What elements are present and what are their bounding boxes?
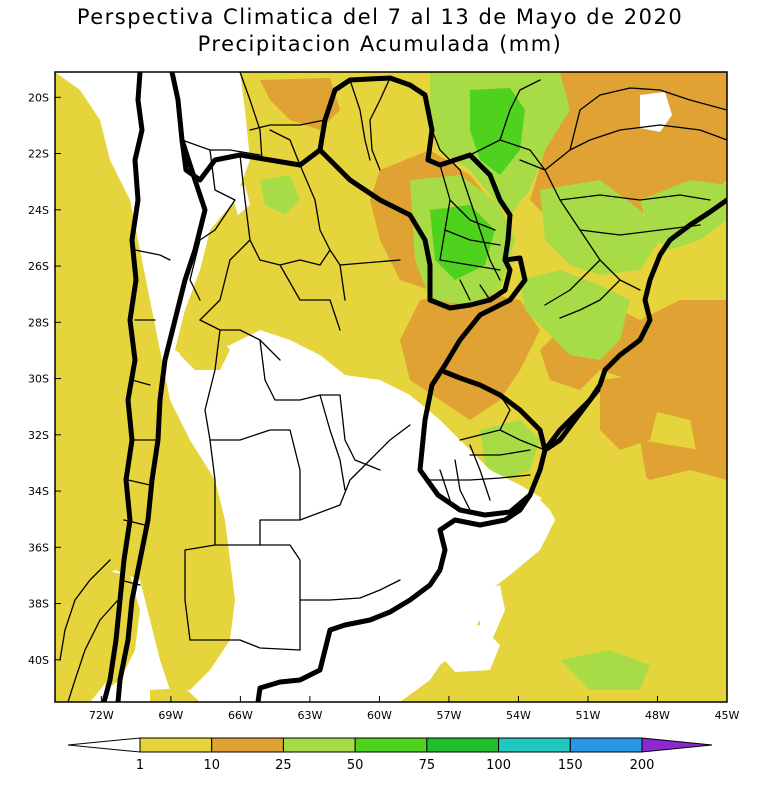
lat-tick-label: 28S	[28, 316, 49, 329]
colorbar-segment	[139, 737, 213, 753]
colorbar-segment	[282, 737, 356, 753]
lat-tick-label: 34S	[28, 485, 49, 498]
colorbar	[67, 737, 713, 753]
lon-tick-label: 63W	[297, 709, 322, 722]
colorbar-low-triangle	[67, 737, 141, 753]
lon-tick-label: 69W	[158, 709, 183, 722]
colorbar-high-triangle	[641, 737, 713, 753]
lat-tick-label: 24S	[28, 204, 49, 217]
lon-tick-label: 57W	[436, 709, 461, 722]
colorbar-segment	[426, 737, 500, 753]
colorbar-segment	[498, 737, 571, 753]
lon-tick-label: 60W	[367, 709, 392, 722]
lon-tick-label: 66W	[228, 709, 253, 722]
colorbar-segment	[569, 737, 643, 753]
colorbar-label: 50	[347, 758, 364, 773]
lon-tick-label: 72W	[89, 709, 114, 722]
political-borders	[59, 72, 727, 702]
colorbar-segment	[211, 737, 284, 753]
colorbar-label: 1	[136, 758, 144, 773]
lat-tick-label: 22S	[28, 148, 49, 161]
map-title: Perspectiva Climatica del 7 al 13 de May…	[76, 5, 684, 29]
lon-tick-label: 54W	[506, 709, 531, 722]
colorbar-label: 100	[486, 758, 511, 773]
map-frame	[54, 71, 728, 703]
lat-tick-label: 32S	[28, 429, 49, 442]
colorbar-labels: 1 10 25 50 75 100 150 200	[136, 758, 655, 773]
lat-tick-label: 40S	[28, 654, 49, 667]
lon-tick-label: 51W	[576, 709, 601, 722]
colorbar-label: 10	[203, 758, 220, 773]
colorbar-label: 25	[275, 758, 292, 773]
lat-tick-label: 20S	[28, 91, 49, 104]
lat-tick-label: 38S	[28, 598, 49, 611]
precip-below-1-regions	[55, 72, 672, 702]
map-plot-area	[55, 72, 727, 702]
colorbar-label: 75	[419, 758, 436, 773]
colorbar-label: 150	[558, 758, 583, 773]
precip-1-10-overlay	[55, 460, 727, 702]
lat-tick-label: 36S	[28, 541, 49, 554]
lat-tick-label: 30S	[28, 373, 49, 386]
colorbar-label: 200	[630, 758, 655, 773]
lon-tick-label: 45W	[715, 709, 740, 722]
latitude-tick-labels: 20S 22S 24S 26S 28S 30S 32S 34S 36S 38S 40S	[28, 91, 61, 667]
lat-tick-label: 26S	[28, 260, 49, 273]
lon-tick-label: 48W	[645, 709, 670, 722]
colorbar-segment	[354, 737, 428, 753]
map-subtitle: Precipitacion Acumulada (mm)	[197, 32, 563, 56]
longitude-tick-labels: 72W 69W 66W 63W 60W 57W 54W 51W 48W 45W	[89, 696, 740, 722]
